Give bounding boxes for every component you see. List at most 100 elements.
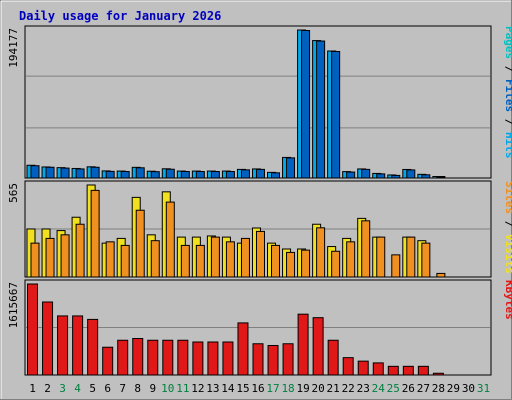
bar-sites-day-18: [286, 251, 296, 278]
bar-sites-day-10: [165, 201, 175, 278]
bar-sites-day-4: [75, 223, 85, 278]
bar-sites-day-14: [225, 241, 235, 278]
bar-sites-day-21: [331, 250, 341, 278]
day-label: 11: [176, 382, 189, 395]
bar-kbytes-day-7: [117, 339, 129, 376]
bar-kbytes-day-14: [222, 341, 234, 376]
day-label: 22: [342, 382, 355, 395]
day-label: 23: [357, 382, 370, 395]
bar-files-day-18: [286, 157, 296, 179]
bar-kbytes-day-11: [177, 339, 189, 376]
bar-sites-day-6: [105, 241, 115, 278]
panel-visitors: 565 Sites / Visits: [7, 180, 512, 278]
day-label: 31: [477, 382, 490, 395]
bar-files-day-22: [346, 171, 356, 179]
day-label: 12: [191, 382, 204, 395]
bar-kbytes-day-21: [327, 339, 339, 376]
bar-sites-day-26: [406, 236, 416, 278]
bar-sites-day-27: [421, 242, 431, 278]
day-label: 16: [251, 382, 264, 395]
bar-kbytes-day-8: [132, 338, 144, 376]
day-label: 27: [417, 382, 430, 395]
bar-files-day-6: [105, 170, 115, 179]
bar-files-day-28: [436, 176, 446, 179]
panel-traffic: 194177 Pages / Files / Hits: [7, 25, 512, 179]
bar-sites-day-24: [376, 236, 386, 278]
bar-files-day-25: [391, 174, 401, 179]
day-label: 1: [29, 382, 36, 395]
bar-sites-day-25: [391, 254, 401, 278]
day-label: 24: [372, 382, 386, 395]
bar-sites-day-9: [150, 240, 160, 278]
bar-kbytes-day-25: [387, 365, 399, 376]
series-legend-label: Sites / Visits: [503, 181, 512, 274]
day-label: 10: [161, 382, 174, 395]
bar-sites-day-23: [361, 220, 371, 278]
series-legend-label: Pages / Files / Hits: [503, 26, 512, 159]
bar-files-day-8: [135, 167, 145, 179]
bar-kbytes-day-3: [57, 315, 69, 376]
bar-sites-day-2: [45, 237, 55, 278]
day-label: 15: [236, 382, 249, 395]
bar-files-day-12: [195, 171, 205, 179]
bar-files-day-1: [30, 165, 40, 179]
day-label: 21: [327, 382, 340, 395]
bar-kbytes-day-13: [207, 341, 219, 376]
bar-files-day-24: [376, 173, 386, 179]
bar-files-day-3: [60, 167, 70, 179]
day-label: 30: [462, 382, 475, 395]
bar-files-day-26: [406, 169, 416, 179]
bar-kbytes-day-16: [252, 343, 264, 376]
y-max-label: 565: [7, 183, 20, 203]
bar-kbytes-day-28: [432, 372, 444, 376]
bar-kbytes-day-23: [357, 360, 369, 376]
day-label: 26: [402, 382, 415, 395]
bar-kbytes-day-17: [267, 344, 279, 376]
bar-files-day-16: [255, 168, 265, 179]
day-label: 9: [149, 382, 156, 395]
day-label: 20: [312, 382, 325, 395]
bar-files-day-27: [421, 174, 431, 179]
bar-files-day-14: [225, 171, 235, 179]
bar-sites-day-20: [316, 227, 326, 278]
chart-title: Daily usage for January 2026: [19, 9, 221, 23]
bar-kbytes-day-19: [297, 313, 309, 376]
bar-sites-day-16: [255, 230, 265, 278]
bar-kbytes-day-18: [282, 343, 294, 376]
bar-files-day-23: [361, 168, 371, 179]
bar-kbytes-day-6: [102, 346, 114, 376]
bar-kbytes-day-10: [162, 339, 174, 376]
bar-sites-day-15: [240, 237, 250, 278]
day-label: 28: [432, 382, 445, 395]
bar-files-day-20: [316, 40, 326, 179]
day-label: 4: [74, 382, 81, 395]
bar-files-day-10: [165, 168, 175, 179]
day-label: 18: [281, 382, 294, 395]
bar-sites-day-11: [180, 244, 190, 278]
bar-files-day-7: [120, 171, 130, 179]
bar-sites-day-3: [60, 234, 70, 278]
bar-kbytes-day-27: [417, 365, 429, 376]
y-max-label: 194177: [7, 28, 20, 68]
day-label: 6: [104, 382, 111, 395]
bar-files-day-9: [150, 171, 160, 179]
bar-sites-day-17: [271, 244, 281, 278]
bar-files-day-19: [301, 30, 311, 179]
bar-kbytes-day-26: [402, 365, 414, 376]
bar-files-day-11: [180, 171, 190, 179]
day-labels: 1 2 3 4 5 6 7 8 9 10 11 12 13 14 15 16 17 18 19 20 21 22 23 24 2…: [29, 382, 490, 395]
day-label: 13: [206, 382, 219, 395]
bar-kbytes-day-22: [342, 357, 354, 376]
bar-kbytes-day-12: [192, 341, 204, 376]
bar-files-day-13: [210, 171, 220, 179]
bar-kbytes-day-4: [72, 315, 84, 376]
bar-files-day-15: [240, 169, 250, 179]
bar-kbytes-day-2: [42, 301, 54, 376]
bar-kbytes-day-5: [87, 318, 99, 376]
bar-kbytes-day-15: [237, 322, 249, 376]
bar-sites-day-8: [135, 209, 145, 278]
bar-kbytes-day-24: [372, 362, 384, 376]
day-label: 25: [387, 382, 400, 395]
bar-kbytes-day-9: [147, 339, 159, 376]
